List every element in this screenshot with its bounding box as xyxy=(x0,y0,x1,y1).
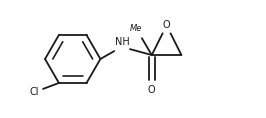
Text: Me: Me xyxy=(130,24,142,33)
Text: O: O xyxy=(148,85,156,95)
Text: NH: NH xyxy=(115,37,130,47)
Text: O: O xyxy=(163,20,171,30)
Text: Cl: Cl xyxy=(30,87,39,97)
